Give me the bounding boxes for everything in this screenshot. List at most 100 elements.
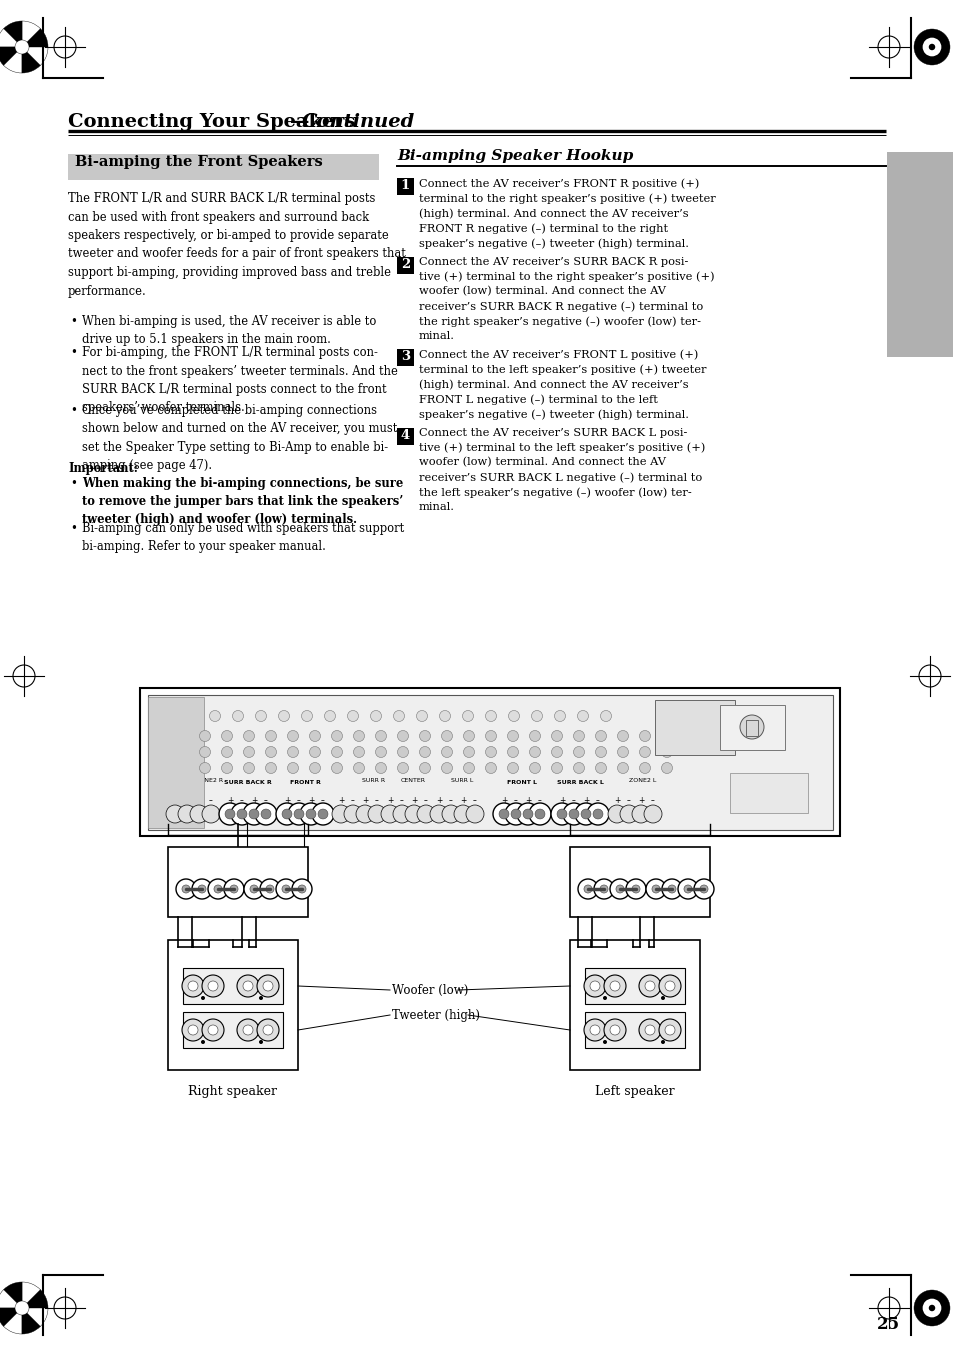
Circle shape xyxy=(405,805,422,823)
Circle shape xyxy=(485,711,496,721)
Circle shape xyxy=(306,809,315,819)
Text: +: + xyxy=(337,796,344,805)
Circle shape xyxy=(375,747,386,758)
Circle shape xyxy=(583,975,605,997)
Circle shape xyxy=(263,981,273,992)
Text: –: – xyxy=(209,796,213,805)
Circle shape xyxy=(249,809,258,819)
Circle shape xyxy=(639,1019,660,1042)
Circle shape xyxy=(265,731,276,742)
Text: –: – xyxy=(191,1025,195,1035)
Circle shape xyxy=(354,731,364,742)
Text: +: + xyxy=(227,796,233,805)
Circle shape xyxy=(309,762,320,774)
Text: Connecting Your Speakers: Connecting Your Speakers xyxy=(68,113,355,131)
Circle shape xyxy=(603,975,625,997)
Circle shape xyxy=(182,885,190,893)
Circle shape xyxy=(202,975,224,997)
Circle shape xyxy=(700,885,707,893)
Circle shape xyxy=(208,981,218,992)
Circle shape xyxy=(368,805,386,823)
Text: –: – xyxy=(321,796,325,805)
Circle shape xyxy=(441,747,452,758)
Circle shape xyxy=(15,1301,29,1315)
Circle shape xyxy=(299,802,322,825)
Text: –: – xyxy=(299,869,304,880)
Circle shape xyxy=(331,762,342,774)
Circle shape xyxy=(375,731,386,742)
Circle shape xyxy=(557,809,566,819)
Circle shape xyxy=(551,802,573,825)
Circle shape xyxy=(507,747,518,758)
Text: +: + xyxy=(583,869,592,880)
Circle shape xyxy=(198,885,206,893)
Circle shape xyxy=(192,880,212,898)
Text: •: • xyxy=(70,346,77,359)
Text: +: + xyxy=(610,981,618,992)
Circle shape xyxy=(661,880,681,898)
Circle shape xyxy=(660,731,672,742)
Text: FRONT L: FRONT L xyxy=(506,780,537,785)
Text: FRONT L: FRONT L xyxy=(583,852,623,862)
Text: +: + xyxy=(665,981,674,992)
Circle shape xyxy=(221,747,233,758)
Circle shape xyxy=(577,711,588,721)
Text: –: – xyxy=(700,869,706,880)
Circle shape xyxy=(607,805,625,823)
Bar xyxy=(68,154,378,180)
Circle shape xyxy=(344,805,361,823)
Circle shape xyxy=(190,805,208,823)
Circle shape xyxy=(664,1025,675,1035)
Circle shape xyxy=(287,731,298,742)
Circle shape xyxy=(393,711,404,721)
Text: The FRONT L/R and SURR BACK L/R terminal posts
can be used with front speakers a: The FRONT L/R and SURR BACK L/R terminal… xyxy=(68,192,405,297)
Text: +: + xyxy=(251,796,257,805)
Circle shape xyxy=(928,1305,934,1312)
Circle shape xyxy=(175,880,195,898)
Text: Tweeter (high): Tweeter (high) xyxy=(392,1008,479,1021)
Text: Connect the AV receiver’s SURR BACK R posi-
tive (+) terminal to the right speak: Connect the AV receiver’s SURR BACK R po… xyxy=(418,257,714,340)
Circle shape xyxy=(243,802,265,825)
Circle shape xyxy=(419,747,430,758)
Circle shape xyxy=(928,43,934,50)
Circle shape xyxy=(507,762,518,774)
Circle shape xyxy=(660,762,672,774)
Circle shape xyxy=(586,802,608,825)
Circle shape xyxy=(454,805,472,823)
Circle shape xyxy=(256,975,278,997)
Text: +: + xyxy=(558,796,564,805)
Text: –: – xyxy=(267,869,273,880)
Text: +: + xyxy=(195,796,202,805)
Bar xyxy=(745,720,758,736)
Text: –: – xyxy=(537,796,541,805)
Circle shape xyxy=(375,762,386,774)
Text: –: – xyxy=(424,796,428,805)
Circle shape xyxy=(332,805,350,823)
Text: +: + xyxy=(411,796,416,805)
Circle shape xyxy=(294,809,304,819)
Circle shape xyxy=(261,809,271,819)
Wedge shape xyxy=(0,1308,22,1327)
Bar xyxy=(396,257,414,274)
Text: SURR L: SURR L xyxy=(451,778,473,784)
Bar xyxy=(183,1012,283,1048)
Circle shape xyxy=(554,711,565,721)
Bar xyxy=(148,697,204,828)
Text: –: – xyxy=(647,981,652,992)
Circle shape xyxy=(250,885,257,893)
Circle shape xyxy=(617,747,628,758)
Circle shape xyxy=(462,711,473,721)
Circle shape xyxy=(485,747,496,758)
Text: –: – xyxy=(514,796,517,805)
Circle shape xyxy=(913,1290,949,1325)
Bar xyxy=(396,178,414,195)
Circle shape xyxy=(393,805,411,823)
Text: +: + xyxy=(308,796,314,805)
Text: 1: 1 xyxy=(400,178,410,192)
Circle shape xyxy=(309,731,320,742)
Text: –: – xyxy=(245,1025,251,1035)
Text: SURR BACK R: SURR BACK R xyxy=(171,852,233,862)
Circle shape xyxy=(589,1025,599,1035)
Text: SPEAKER: SPEAKER xyxy=(188,861,215,866)
Circle shape xyxy=(213,885,222,893)
